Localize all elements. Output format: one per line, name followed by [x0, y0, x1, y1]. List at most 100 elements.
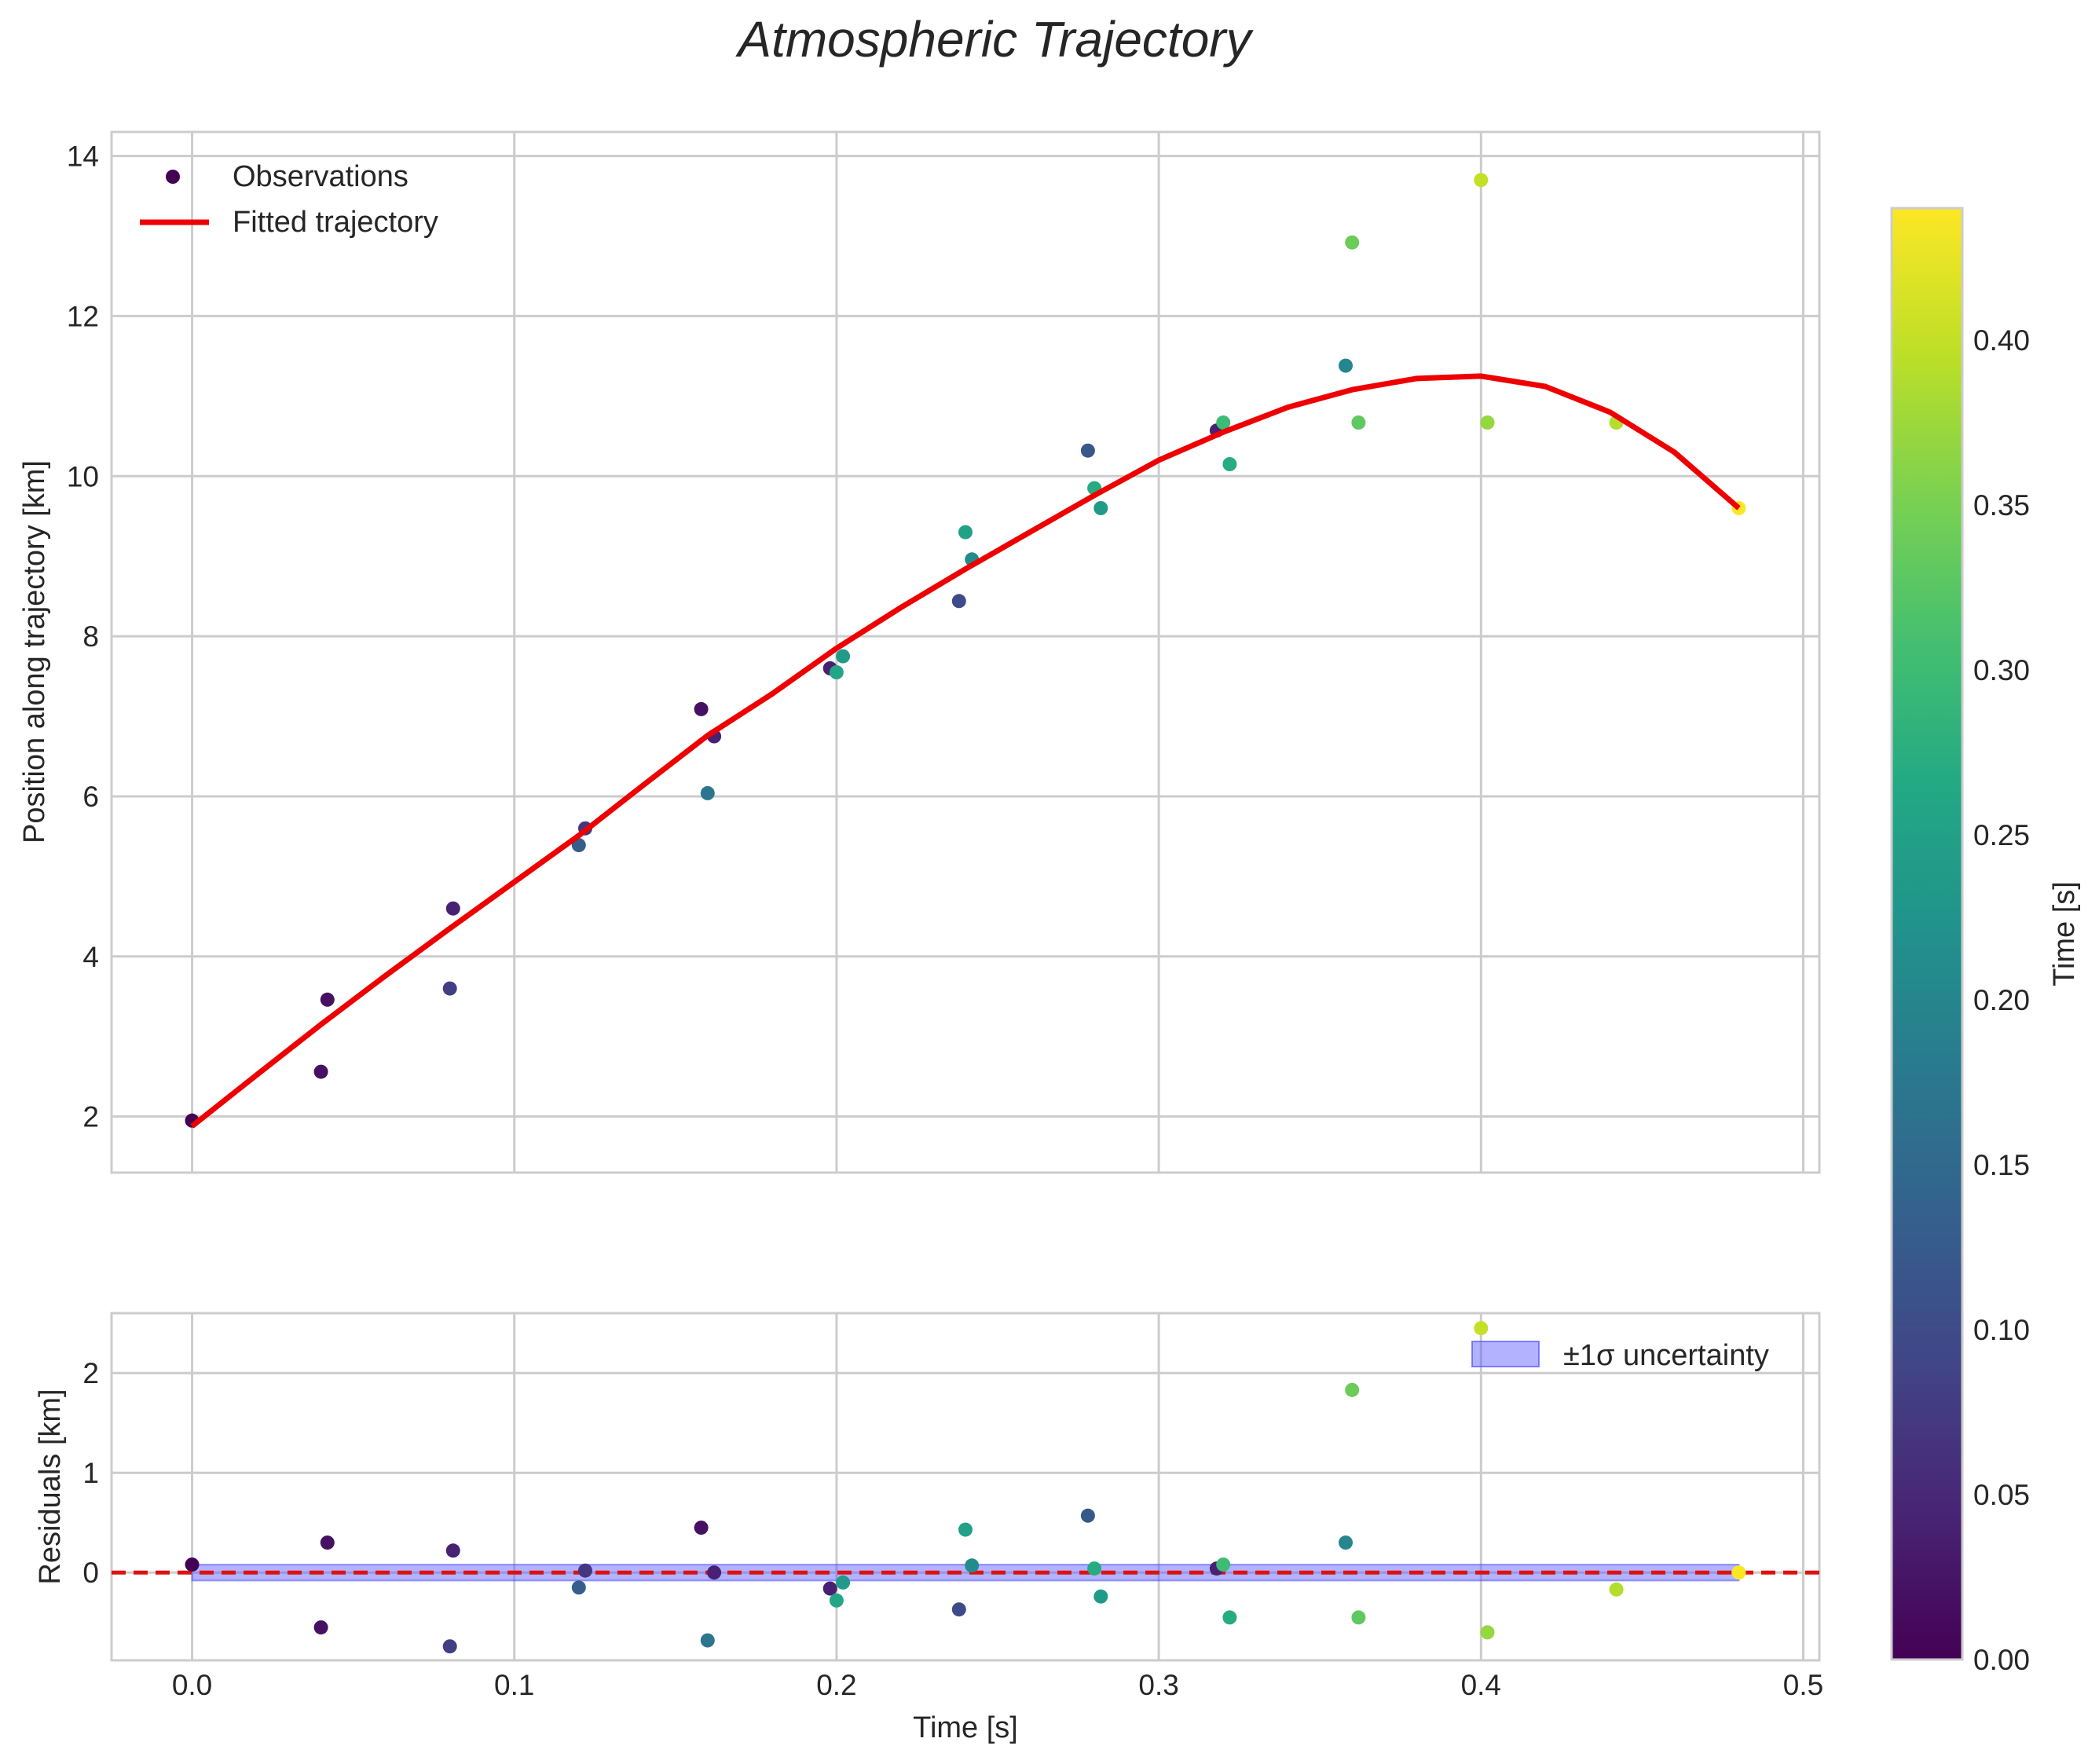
x-tick-label: 0.4: [1461, 1669, 1501, 1701]
observation-point: [836, 649, 851, 664]
residual-point: [578, 1563, 592, 1578]
residual-point: [965, 1558, 980, 1573]
residuals-y-axis-label: Residuals [km]: [34, 1389, 67, 1584]
trajectory-panel: 2 4 6 8 10 12 14 Position along trajecto…: [18, 130, 1821, 1174]
residual-point: [1087, 1561, 1102, 1576]
legend-observations-label: Observations: [233, 160, 408, 193]
residual-point: [700, 1633, 715, 1648]
residual-point: [1474, 1321, 1489, 1336]
y-tick-label: 12: [67, 300, 99, 332]
observation-point: [1474, 173, 1489, 188]
y-tick-label: 2: [82, 1101, 99, 1133]
residual-point: [1345, 1382, 1360, 1397]
colorbar-tick-label: 0.40: [1973, 324, 2030, 357]
residual-point: [1609, 1582, 1624, 1597]
y-tick-label: 4: [82, 941, 99, 973]
trajectory-legend: Observations Fitted trajectory: [140, 160, 438, 239]
y-tick-label: 14: [67, 141, 99, 173]
legend-band-label: ±1σ uncertainty: [1563, 1339, 1769, 1372]
y-tick-label: 0: [82, 1557, 99, 1589]
residuals-grid: [112, 1313, 1819, 1660]
residual-point: [1080, 1508, 1095, 1523]
residual-point: [1351, 1610, 1366, 1625]
observation-point: [1345, 235, 1360, 250]
residuals-legend: ±1σ uncertainty: [1471, 1339, 1769, 1372]
residual-point: [829, 1593, 844, 1608]
residual-point: [1216, 1557, 1231, 1572]
y-axis-label: Position along trajectory [km]: [18, 460, 51, 844]
residual-point: [313, 1620, 328, 1635]
residual-point: [836, 1575, 851, 1590]
residual-point: [445, 1543, 460, 1558]
x-axis-label: Time [s]: [913, 1711, 1018, 1744]
legend-fit-label: Fitted trajectory: [233, 206, 438, 239]
colorbar-gradient: [1890, 207, 1964, 1661]
trajectory-grid: [112, 132, 1819, 1173]
residual-point: [1480, 1625, 1495, 1640]
observation-point: [1222, 457, 1237, 471]
residual-point: [1093, 1589, 1108, 1604]
residual-point: [1222, 1610, 1237, 1625]
observation-point: [951, 594, 966, 609]
observation-point: [694, 701, 709, 716]
x-tick-label: 0.3: [1138, 1669, 1178, 1701]
colorbar-tick-label: 0.25: [1973, 819, 2030, 851]
y-tick-label: 10: [67, 460, 99, 492]
colorbar-tick-label: 0.05: [1973, 1479, 2030, 1511]
x-tick-label: 0.0: [172, 1669, 212, 1701]
colorbar-ticks: 0.00 0.05 0.10 0.15 0.20 0.25 0.30 0.35 …: [1973, 324, 2030, 1676]
residual-point: [571, 1580, 586, 1595]
trajectory-axes-frame: [110, 130, 1821, 1174]
observation-point: [442, 981, 457, 996]
chart-title: Atmospheric Trajectory: [734, 11, 1254, 68]
fitted-trajectory-line: [190, 373, 1741, 1129]
colorbar-tick-label: 0.30: [1973, 654, 2030, 686]
residual-point: [185, 1557, 200, 1572]
residual-point: [707, 1565, 722, 1580]
colorbar-tick-label: 0.00: [1973, 1644, 2030, 1676]
observation-point: [445, 901, 460, 916]
residuals-y-ticks: 0 1 2: [82, 1357, 99, 1589]
residual-point: [320, 1535, 335, 1550]
observation-point: [320, 992, 335, 1007]
observation-point: [1093, 501, 1108, 515]
legend-observations-marker: [166, 170, 180, 184]
residuals-panel: 0 1 2 0.0 0.1 0.2 0.3 0.4 0.5 Residuals …: [34, 1312, 1823, 1744]
y-tick-label: 1: [82, 1457, 99, 1489]
colorbar-tick-label: 0.10: [1973, 1314, 2030, 1346]
colorbar-tick-label: 0.15: [1973, 1149, 2030, 1181]
residual-points: [185, 1321, 1746, 1654]
colorbar-tick-label: 0.20: [1973, 984, 2030, 1016]
observation-point: [700, 785, 715, 800]
residual-point: [694, 1521, 709, 1535]
residual-point: [442, 1639, 457, 1654]
residual-point: [1339, 1535, 1353, 1550]
x-tick-label: 0.5: [1783, 1669, 1823, 1701]
observation-point: [1339, 358, 1353, 373]
trajectory-y-ticks: 2 4 6 8 10 12 14: [67, 141, 99, 1133]
residual-point: [951, 1602, 966, 1617]
observation-point: [1080, 443, 1095, 458]
x-tick-label: 0.1: [494, 1669, 534, 1701]
y-tick-label: 6: [82, 781, 99, 813]
y-tick-label: 2: [82, 1357, 99, 1389]
observation-point: [1480, 415, 1495, 430]
observation-point: [1216, 415, 1231, 430]
residual-point: [1731, 1565, 1746, 1580]
residuals-axes-frame: [110, 1312, 1821, 1662]
observation-point: [958, 525, 973, 540]
observation-point: [571, 838, 586, 853]
observation-point: [829, 665, 844, 679]
y-tick-label: 8: [82, 620, 99, 653]
residual-point: [822, 1581, 837, 1596]
observation-point: [313, 1064, 328, 1079]
colorbar-tick-label: 0.35: [1973, 489, 2030, 522]
x-ticks: 0.0 0.1 0.2 0.3 0.4 0.5: [172, 1669, 1823, 1701]
colorbar-label: Time [s]: [2048, 881, 2081, 986]
observation-point: [1351, 415, 1366, 430]
residual-point: [958, 1522, 973, 1537]
colorbar: 0.00 0.05 0.10 0.15 0.20 0.25 0.30 0.35 …: [1890, 207, 2081, 1676]
x-tick-label: 0.2: [816, 1669, 856, 1701]
legend-band-swatch: [1471, 1341, 1540, 1367]
